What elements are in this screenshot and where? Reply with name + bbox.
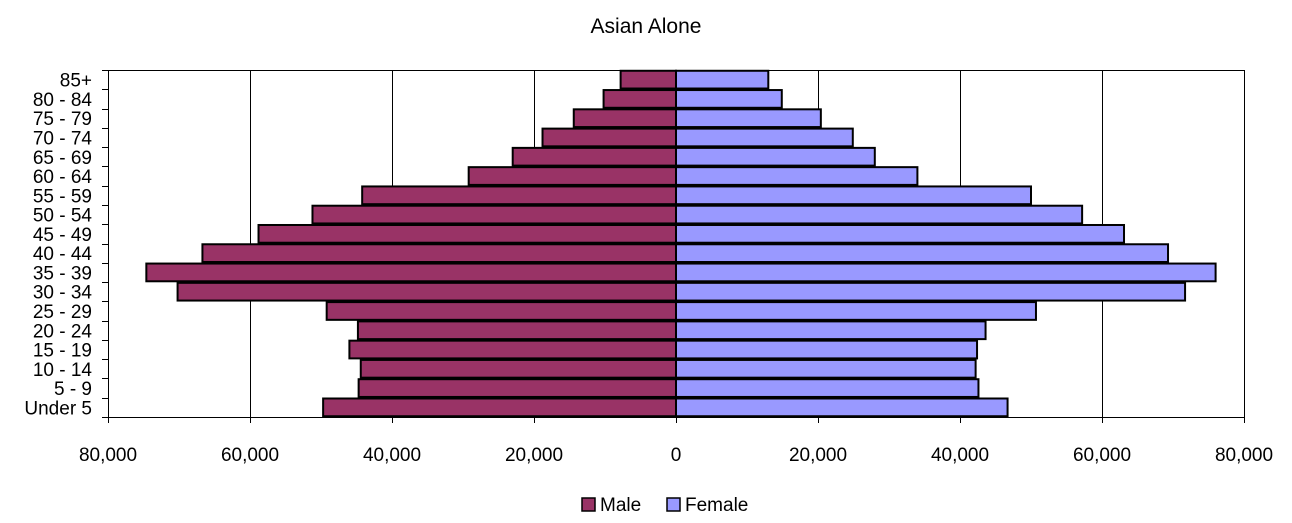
- y-tick-label: 70 - 74: [33, 128, 93, 149]
- y-tick-label: 60 - 64: [33, 167, 93, 188]
- legend-swatch-female: [666, 497, 681, 512]
- bar-male-80-84: [602, 89, 678, 109]
- bar-male-30-34: [176, 281, 678, 302]
- bar-female-50-54: [675, 204, 1084, 225]
- x-tick-label: 40,000: [363, 445, 421, 466]
- legend-swatch-male: [581, 497, 596, 512]
- bar-female-30-34: [675, 281, 1187, 302]
- x-tick-label: 60,000: [1073, 445, 1131, 466]
- bar-female-under5: [675, 397, 1009, 418]
- bar-female-75-79: [675, 108, 822, 129]
- y-tick-label: 45 - 49: [33, 225, 92, 246]
- bar-male-65-69: [511, 146, 678, 167]
- x-tick-label: 20,000: [505, 445, 563, 466]
- bar-male-85+: [619, 69, 677, 90]
- bar-male-50-54: [311, 204, 677, 225]
- legend-label-male: Male: [600, 495, 641, 516]
- legend-label-female: Female: [685, 495, 748, 516]
- y-tick-label: 30 - 34: [33, 283, 93, 304]
- bar-female-55-59: [675, 185, 1032, 206]
- bar-female-80-84: [675, 89, 783, 109]
- bar-female-45-49: [675, 223, 1126, 244]
- y-tick-label: 40 - 44: [33, 244, 93, 265]
- legend: Male Female: [581, 495, 748, 516]
- y-tick-label: 35 - 39: [33, 263, 92, 284]
- y-tick-label: 10 - 14: [33, 360, 93, 381]
- y-tick-label: 5 - 9: [54, 379, 92, 400]
- bar-female-60-64: [675, 166, 919, 186]
- y-tick-label: 65 - 69: [33, 148, 92, 169]
- bar-male-75-79: [572, 108, 678, 129]
- x-tick-label: 60,000: [221, 445, 279, 466]
- bar-female-65-69: [675, 146, 876, 167]
- y-tick-label: Under 5: [24, 398, 92, 419]
- y-tick-label: 15 - 19: [33, 341, 92, 362]
- x-axis-labels: 80,000 60,000 40,000 20,000 0 20,000 40,000 60,…: [79, 445, 1273, 466]
- bar-female-20-24: [675, 320, 987, 341]
- x-tick-label: 80,000: [1215, 445, 1273, 466]
- bar-female-70-74: [675, 127, 854, 148]
- bar-male-70-74: [541, 127, 678, 148]
- bars: [145, 69, 1217, 418]
- y-tick-label: 85+: [60, 71, 92, 92]
- bar-female-10-14: [675, 358, 977, 379]
- plot-frame: [102, 70, 1245, 423]
- bar-male-40-44: [201, 243, 677, 264]
- bar-male-55-59: [361, 185, 677, 206]
- y-tick-label: 55 - 59: [33, 186, 92, 207]
- bar-male-10-14: [359, 358, 677, 379]
- y-tick-label: 25 - 29: [33, 302, 92, 323]
- bar-female-25-29: [675, 301, 1037, 321]
- x-tick-label: 0: [671, 445, 682, 466]
- bar-female-15-19: [675, 339, 979, 360]
- bar-female-85+: [675, 69, 770, 90]
- bar-male-15-19: [348, 339, 677, 360]
- bar-male-under5: [322, 397, 677, 418]
- x-tick-label: 40,000: [931, 445, 989, 466]
- bar-male-25-29: [325, 301, 677, 321]
- bar-male-60-64: [467, 166, 677, 186]
- y-tick-label: 80 - 84: [33, 90, 93, 111]
- y-tick-label: 75 - 79: [33, 109, 92, 130]
- x-tick-label: 80,000: [79, 445, 137, 466]
- chart-title: Asian Alone: [591, 15, 702, 38]
- bar-male-20-24: [356, 320, 677, 341]
- y-tick-label: 50 - 54: [33, 206, 93, 227]
- bar-male-35-39: [145, 262, 677, 283]
- bar-female-5-9: [675, 378, 980, 398]
- x-tick-label: 20,000: [789, 445, 847, 466]
- y-tick-label: 20 - 24: [33, 321, 93, 342]
- bar-male-5-9: [357, 378, 677, 398]
- bar-female-40-44: [675, 243, 1170, 264]
- bar-female-35-39: [675, 262, 1217, 283]
- bar-male-45-49: [257, 223, 677, 244]
